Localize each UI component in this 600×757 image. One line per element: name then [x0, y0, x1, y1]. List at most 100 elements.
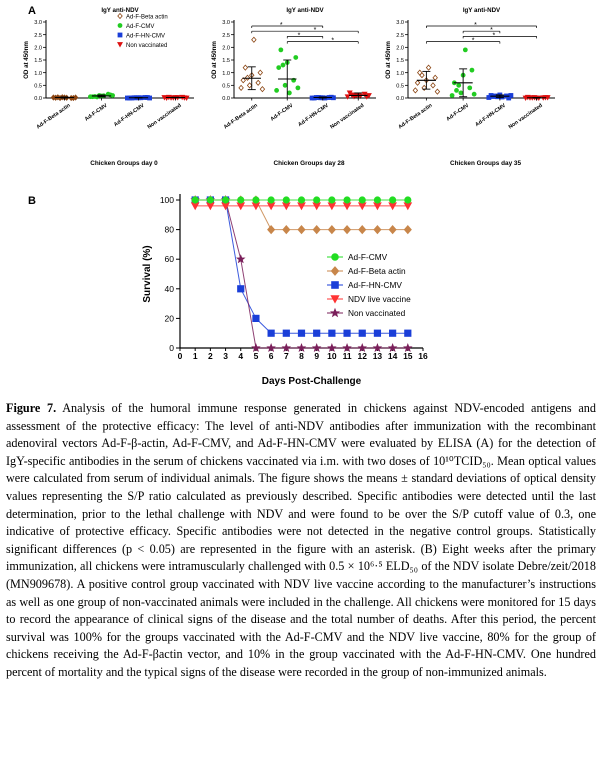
panel-b-point-ad-f-hn-cmv [297, 329, 306, 337]
panel-b-point-non-vaccinated [357, 342, 368, 353]
panel-a3-point-ad-f-cmv [449, 93, 455, 98]
panel-b-x-tick-label: 6 [269, 351, 274, 361]
panel-a1-point-ad-f-cmv [110, 93, 115, 98]
panel-a3-x-label: Chicken Groups day 35 [450, 160, 521, 167]
panel-a1-point-ad-f-hn-cmv [147, 95, 153, 101]
panel-a3-point-ad-f-cmv [467, 85, 473, 91]
panel-a3-point-ad-f-cmv [471, 91, 477, 97]
panel-b-x-tick-label: 13 [373, 351, 383, 361]
panel-a3-point-ad-f-hn-cmv [508, 93, 514, 98]
panel-a1-y-tick-label: 0.5 [34, 84, 42, 90]
panel-b-x-tick-label: 15 [403, 351, 413, 361]
legend-a-label-ad-f-beta-actin: Ad-F-Beta actin [126, 14, 168, 20]
legend-a-marker-ad-f-cmv [117, 23, 123, 28]
panel-a1-x-tick-label: Non vaccinated [147, 103, 183, 131]
panel-a2-point-ad-f-beta-actin [238, 84, 244, 91]
panel-b-y-tick-label: 100 [160, 195, 174, 205]
panel-a3-point-ad-f-beta-actin [412, 87, 419, 94]
panel-a3-sig-asterisk: * [493, 32, 496, 39]
panel-a2-point-ad-f-beta-actin [255, 79, 261, 86]
panel-a3-point-ad-f-beta-actin [417, 69, 423, 76]
legend-a-marker-ad-f-hn-cmv [117, 32, 123, 38]
panel-a1-y-tick-label: 0.0 [34, 96, 42, 102]
panel-a3-point-ad-f-beta-actin [425, 64, 432, 71]
legend-b-label-ndv-live-vaccine: NDV live vaccine [348, 294, 411, 304]
panel-b-point-non-vaccinated [311, 342, 322, 353]
panel-b-point-ad-f-cmv [313, 196, 321, 204]
panel-b-label: B [28, 195, 36, 207]
panel-b-point-ad-f-cmv [404, 196, 412, 204]
panel-a2-y-tick-label: 0.5 [222, 84, 230, 90]
panel-b-point-ad-f-beta-actin [373, 224, 382, 235]
panel-a3-point-ad-f-cmv [462, 47, 468, 53]
panel-a1-x-tick-label: Ad-F-Beta actin [36, 103, 72, 131]
panel-b-point-non-vaccinated [403, 342, 413, 353]
panel-a1-title: IgY anti-NDV [101, 7, 139, 14]
panel-a1-x-label: Chicken Groups day 0 [90, 160, 158, 167]
panel-a3-x-tick-label: Ad-F-HN-CMV [474, 102, 507, 128]
panel-a2-y-tick-label: 2.0 [222, 46, 230, 52]
panel-a2-x-tick-label: Ad-F-CMV [270, 102, 295, 122]
legend-b-label-ad-f-beta-actin: Ad-F-Beta actin [348, 266, 406, 276]
panel-b-point-ad-f-cmv [389, 196, 397, 204]
panel-b-y-tick-label: 80 [165, 225, 175, 235]
legend-a-marker-ad-f-beta-actin [117, 12, 123, 20]
panel-a3-y-tick-label: 2.0 [396, 46, 404, 52]
panel-b-point-non-vaccinated [327, 342, 337, 353]
panel-a2-x-tick-label: Ad-F-HN-CMV [297, 102, 330, 128]
panel-b-x-tick-label: 5 [254, 351, 259, 361]
panel-a2-x-label: Chicken Groups day 28 [273, 160, 344, 167]
panel-b-point-ad-f-beta-actin [312, 224, 321, 235]
panel-b-y-tick-label: 0 [169, 343, 174, 353]
panel-a2-point-ad-f-beta-actin [251, 36, 257, 43]
panel-b-point-ad-f-beta-actin [343, 224, 352, 235]
panel-a3-y-tick-label: 0.0 [396, 96, 404, 102]
panel-b-x-tick-label: 3 [223, 351, 228, 361]
panel-b-x-tick-label: 10 [327, 351, 337, 361]
panel-b-point-ad-f-beta-actin [388, 224, 397, 235]
panel-a3-point-ad-f-cmv [458, 90, 464, 96]
panel-a2-point-ad-f-cmv [286, 90, 292, 96]
legend-a-marker-non-vaccinated [117, 42, 123, 48]
panel-a3-point-ad-f-hn-cmv [499, 94, 505, 100]
panel-a2-point-ad-f-cmv [282, 82, 288, 88]
panel-b-point-ad-f-hn-cmv [252, 314, 260, 323]
legend-a-label-ad-f-cmv: Ad-F-CMV [126, 24, 154, 30]
panel-a2-point-non-vaccinated [365, 93, 372, 99]
panel-a2-point-non-vaccinated [344, 94, 351, 100]
panel-b-y-label: Survival (%) [142, 245, 153, 302]
panel-a2-point-ad-f-cmv [278, 47, 284, 53]
panel-a2-point-ad-f-hn-cmv [330, 95, 336, 101]
panel-a2-point-ad-f-cmv [280, 62, 286, 68]
panel-a1-y-tick-label: 1.0 [34, 71, 42, 77]
panel-b-point-ad-f-hn-cmv [389, 329, 397, 337]
panel-b-y-tick-label: 20 [165, 313, 175, 323]
panel-b-y-tick-label: 40 [165, 284, 175, 294]
panel-b-point-non-vaccinated [342, 342, 352, 353]
panel-b-x-tick-label: 14 [388, 351, 398, 361]
panel-a2-point-ad-f-cmv [295, 85, 301, 91]
panel-a2-title: IgY anti-NDV [286, 7, 324, 14]
panel-a2-point-ad-f-cmv [276, 65, 282, 70]
panel-b-point-ad-f-hn-cmv [282, 329, 290, 337]
panel-a2-sig-asterisk: * [331, 38, 334, 45]
panel-b-point-ad-f-hn-cmv [373, 329, 382, 337]
panel-a2-y-tick-label: 1.5 [222, 58, 230, 64]
panel-b-point-ad-f-cmv [358, 196, 366, 204]
legend-b-marker-ad-f-cmv [331, 253, 339, 261]
panel-a1-x-tick-label: Ad-F-CMV [84, 102, 109, 122]
legend-a-label-ad-f-hn-cmv: Ad-F-HN-CMV [126, 33, 165, 39]
panel-b-x-tick-label: 2 [208, 351, 213, 361]
panel-a3-y-tick-label: 1.5 [396, 58, 404, 64]
panel-b-x-tick-label: 16 [418, 351, 428, 361]
panel-a3-sig-asterisk: * [490, 27, 493, 34]
panel-a2-x-tick-label: Non vaccinated [329, 103, 365, 131]
panel-b-x-label: Days Post-Challenge [262, 376, 362, 387]
panel-b-point-ad-f-cmv [252, 196, 260, 204]
panel-a1-y-tick-label: 1.5 [34, 58, 42, 64]
panel-b-point-ad-f-hn-cmv [358, 329, 366, 337]
panel-a3-y-tick-label: 2.5 [396, 33, 404, 39]
panel-a3-sig-asterisk: * [474, 22, 477, 29]
panel-a3-y-tick-label: 0.5 [396, 84, 404, 90]
panel-b-y-tick-label: 60 [165, 254, 175, 264]
